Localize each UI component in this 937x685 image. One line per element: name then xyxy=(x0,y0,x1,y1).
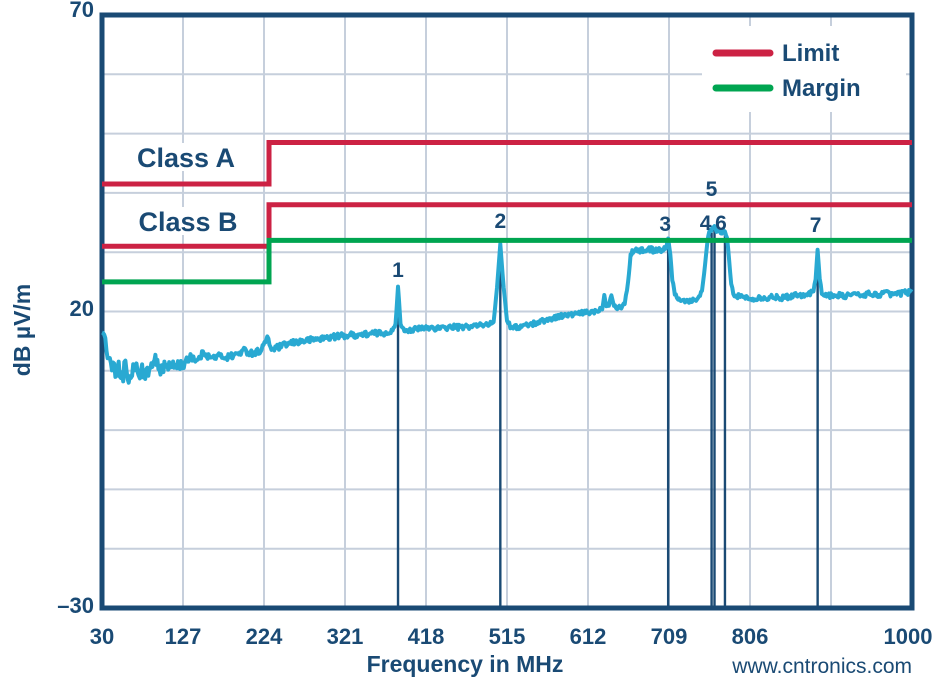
x-tick-label: 806 xyxy=(732,624,769,649)
x-tick-label: 224 xyxy=(246,624,283,649)
class-b-label: Class B xyxy=(138,207,237,237)
y-tick-label: 20 xyxy=(70,296,94,321)
peak-label-7: 7 xyxy=(810,214,822,237)
measured-trace-layer xyxy=(101,224,914,385)
frame-layer xyxy=(99,12,915,611)
peak-label-layer: 1 2 3 4 5 6 7 xyxy=(392,178,821,282)
legend-margin-label: Margin xyxy=(782,75,861,102)
class-b-label-background xyxy=(130,207,248,235)
peak-label-6: 6 xyxy=(715,212,727,235)
peak-label-1: 1 xyxy=(392,259,404,282)
peak-label-2: 2 xyxy=(494,210,506,233)
peak-label-5: 5 xyxy=(706,178,718,201)
peak-label-3: 3 xyxy=(659,213,671,236)
y-tick-label: 70 xyxy=(70,0,94,22)
watermark: www.cntronics.com xyxy=(731,655,912,678)
x-axis-title: Frequency in MHz xyxy=(367,651,564,677)
class-a-annotation: Class A xyxy=(128,143,246,173)
x-tick-label: 612 xyxy=(570,624,607,649)
x-tick-label: 1000 xyxy=(884,624,933,649)
legend-background xyxy=(702,26,906,112)
legend-limit-label: Limit xyxy=(782,40,839,67)
limit-lines-layer xyxy=(102,139,912,285)
legend: Limit Margin xyxy=(702,26,906,112)
x-tick-label: 30 xyxy=(90,624,114,649)
class-b-limit-line xyxy=(102,202,912,249)
class-a-limit-line xyxy=(102,139,912,187)
x-tick-label: 418 xyxy=(408,624,445,649)
class-b-annotation: Class B xyxy=(130,207,248,237)
class-a-label: Class A xyxy=(137,143,235,173)
y-axis-title: dB µV/m xyxy=(9,284,35,376)
measured-emission-trace xyxy=(101,224,914,385)
x-tick-label: 127 xyxy=(165,624,202,649)
x-tick-label: 515 xyxy=(489,624,526,649)
x-tick-label: 709 xyxy=(651,624,688,649)
class-a-label-background xyxy=(128,143,246,171)
margin-line xyxy=(102,237,912,285)
peak-label-4: 4 xyxy=(700,212,712,235)
y-tick-label: –30 xyxy=(57,593,94,618)
peak-marker-layer xyxy=(396,229,819,606)
plot-frame xyxy=(99,12,915,611)
x-tick-label: 321 xyxy=(327,624,364,649)
